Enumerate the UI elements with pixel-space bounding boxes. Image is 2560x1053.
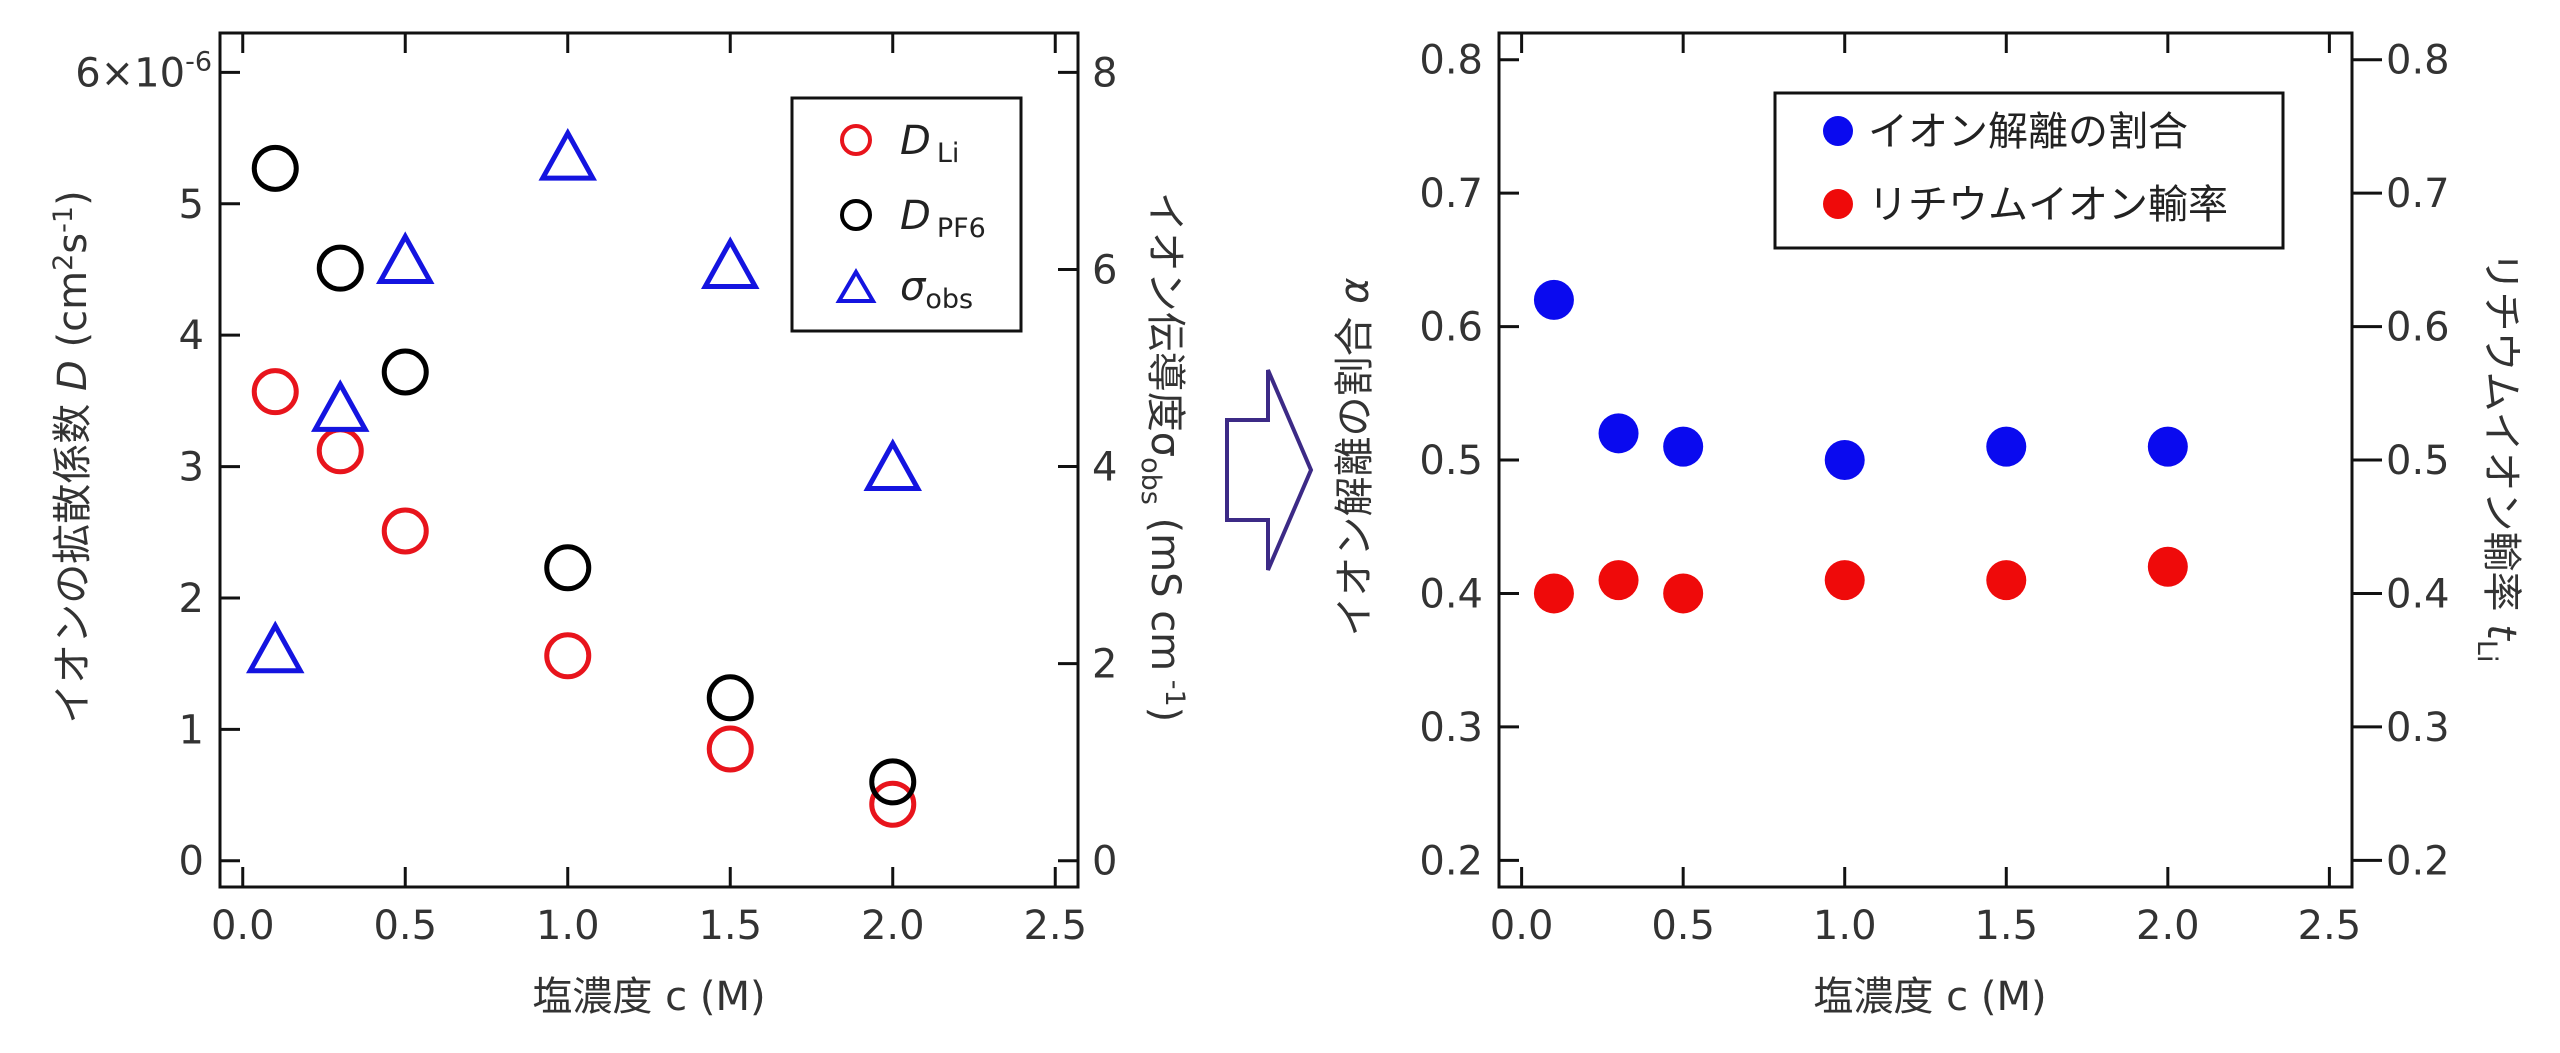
- y-axis-left-label: イオン解離の割合 α: [1332, 277, 1378, 636]
- legend-marker-dpf6: [840, 199, 872, 231]
- x-tick-label: 0.5: [373, 903, 437, 949]
- legend-label-sigma: σobs: [900, 264, 973, 315]
- x-tick-label: 2.5: [2298, 903, 2362, 949]
- y-left-tick-label: 0.4: [1419, 571, 1483, 617]
- y-right-tick-label: 0.4: [2386, 571, 2450, 617]
- legend-label-alpha: イオン解離の割合: [1868, 109, 2188, 155]
- y-left-tick-label: 0.6: [1419, 305, 1483, 351]
- y-left-tick-label: 2: [179, 576, 204, 622]
- y-right-tick-label: 8: [1092, 50, 1117, 96]
- data-point-pf6: [381, 348, 429, 396]
- data-point-obs: [311, 379, 370, 432]
- legend-marker-tli: [1823, 189, 1853, 219]
- y-left-tick-label: 0.8: [1419, 38, 1483, 84]
- x-tick-label: 1.0: [1813, 903, 1877, 949]
- dissociation-transference-chart: 0.0 0.5 1.0 1.5 2.0 2.5 0.2 0.3 0.4 0.5 0.6 0.7 0.8 0…: [1332, 31, 2524, 1020]
- x-tick-label: 2.5: [1023, 903, 1087, 949]
- legend-box: [790, 96, 1023, 333]
- data-point-pf6: [316, 244, 364, 292]
- arrow-icon: [1225, 369, 1314, 571]
- data-point-series-0: [1533, 279, 1574, 320]
- x-tick-label: 1.5: [698, 903, 762, 949]
- data-point-pf6: [706, 674, 754, 722]
- y-left-tick-label: 5: [179, 182, 204, 228]
- data-point-series-0: [1663, 426, 1704, 467]
- y-left-tick-label: 1: [179, 707, 204, 753]
- y-left-tick-label: 0.5: [1419, 438, 1483, 484]
- legend-box: [1773, 91, 2285, 250]
- y-exponent: -6: [185, 46, 212, 77]
- x-axis-label: 塩濃度 c (M): [1813, 974, 2046, 1020]
- y-right-tick-label: 0.2: [2386, 838, 2450, 884]
- x-tick-label: 2.0: [2136, 903, 2200, 949]
- y-right-tick-label: 0.7: [2386, 171, 2450, 217]
- data-point-series-0: [1986, 426, 2027, 467]
- legend-marker-dli: [840, 124, 872, 156]
- y-right-tick-label: 6: [1092, 247, 1117, 293]
- x-tick-label: 1.0: [536, 903, 600, 949]
- y-left-tick-label: 3: [179, 445, 204, 491]
- x-axis-label: 塩濃度 c (M): [532, 974, 765, 1020]
- data-point-li: [869, 780, 917, 828]
- legend-label-tli: リチウムイオン輸率: [1868, 182, 2228, 228]
- legend-label-dpf6: D PF6: [900, 193, 986, 244]
- y-right-tick-label: 0.5: [2386, 438, 2450, 484]
- y-axis-right-label: イオン伝導度σobs (mS cm -1): [1135, 192, 1190, 723]
- legend-marker-alpha: [1823, 116, 1853, 146]
- y-right-tick-label: 0.3: [2386, 705, 2450, 751]
- data-point-pf6: [869, 758, 917, 806]
- data-point-series-1: [1824, 560, 1865, 601]
- legend: イオン解離の割合 リチウムイオン輸率: [1773, 91, 2285, 250]
- y-right-tick-label: 4: [1092, 445, 1117, 491]
- x-tick-label: 2.0: [861, 903, 925, 949]
- data-point-obs: [246, 620, 305, 674]
- marks-group: [246, 127, 922, 828]
- y-left-tick-label: 0.3: [1419, 705, 1483, 751]
- y-left-tick-label: 0.2: [1419, 838, 1483, 884]
- y-left-tick-label: 4: [179, 313, 204, 359]
- data-point-series-1: [1663, 573, 1704, 614]
- x-tick-label: 0.0: [211, 903, 275, 949]
- data-point-li: [316, 427, 364, 475]
- data-point-series-0: [1598, 413, 1639, 454]
- data-point-series-1: [1533, 573, 1574, 614]
- plot-frame: [218, 31, 1080, 889]
- data-point-obs: [701, 236, 760, 289]
- y-left-tick-label: 0: [179, 839, 204, 885]
- tick-group: 0.0 0.5 1.0 1.5 2.0 2.5 0.2 0.3 0.4 0.5 0.6 0.7 0.8 0…: [1419, 33, 2450, 949]
- data-point-li: [381, 507, 429, 555]
- y-right-tick-label: 0.8: [2386, 38, 2450, 84]
- x-tick-label: 1.5: [1974, 903, 2038, 949]
- y-left-tick-label: 6×10-6: [75, 46, 212, 96]
- data-point-series-0: [1824, 440, 1865, 480]
- data-point-li: [706, 725, 754, 773]
- data-point-li: [544, 632, 592, 680]
- data-point-li: [251, 368, 299, 416]
- y-axis-left-label: イオンの拡散係数 D (cm2s-1): [48, 190, 96, 723]
- y-axis-right-label: リチウムイオン輸率 tLi: [2471, 252, 2524, 663]
- x-tick-label: 0.5: [1651, 903, 1715, 949]
- y-right-tick-label: 0.6: [2386, 305, 2450, 351]
- data-point-obs: [538, 127, 597, 181]
- legend: D Li D PF6 σobs: [790, 96, 1023, 333]
- marks-group: [1533, 279, 2188, 614]
- legend-marker-sigma: [835, 268, 877, 303]
- data-point-series-1: [1598, 560, 1639, 601]
- data-point-series-1: [1986, 560, 2027, 601]
- y-left-tick-label: 0.7: [1419, 171, 1483, 217]
- data-point-series-1: [2147, 546, 2188, 587]
- data-point-series-0: [2147, 426, 2188, 467]
- y-right-tick-label: 0: [1092, 839, 1117, 885]
- x-tick-label: 0.0: [1490, 903, 1554, 949]
- data-point-obs: [376, 231, 435, 285]
- data-point-pf6: [544, 544, 592, 592]
- legend-label-dli: D Li: [900, 118, 959, 169]
- data-point-pf6: [251, 144, 299, 192]
- data-point-obs: [863, 438, 922, 491]
- y-right-tick-label: 2: [1092, 642, 1117, 688]
